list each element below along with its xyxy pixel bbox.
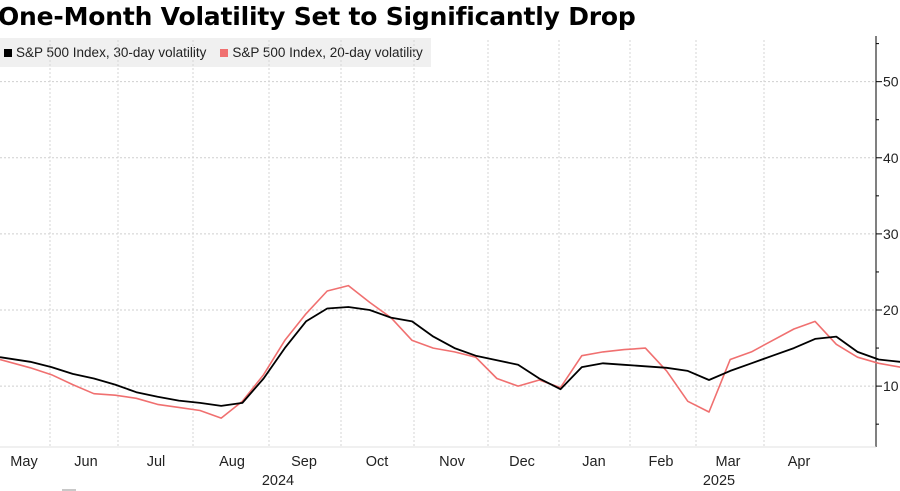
x-tick-label-jul: Jul <box>147 454 166 470</box>
series-line-20day <box>0 284 900 419</box>
chart-legend: S&P 500 Index, 30-day volatility S&P 500… <box>0 38 431 67</box>
x-tick-label-sep: Sep <box>291 454 317 470</box>
x-tick-label-aug: Aug <box>219 454 245 470</box>
y-tick-label-30: 30 <box>883 226 899 242</box>
y-tick-label-20: 20 <box>883 302 899 318</box>
x-tick-label-jan: Jan <box>582 454 605 470</box>
year-label-2024: 2024 <box>262 473 294 489</box>
legend-label-20day: S&P 500 Index, 20-day volatility <box>232 45 423 60</box>
y-tick-label-10: 10 <box>883 378 899 394</box>
legend-item-30day: S&P 500 Index, 30-day volatility <box>4 45 206 60</box>
series-line-30day <box>0 306 900 407</box>
legend-swatch-20day <box>220 48 229 57</box>
y-tick-label-40: 40 <box>883 150 899 166</box>
legend-label-30day: S&P 500 Index, 30-day volatility <box>16 45 207 60</box>
footer-mark <box>62 489 76 491</box>
legend-item-20day: S&P 500 Index, 20-day volatility <box>220 45 423 60</box>
x-tick-label-apr: Apr <box>788 454 811 470</box>
year-label-2025: 2025 <box>703 473 735 489</box>
x-tick-label-oct: Oct <box>366 454 389 470</box>
x-tick-label-nov: Nov <box>439 454 466 470</box>
x-tick-label-dec: Dec <box>509 454 535 470</box>
legend-swatch-30day <box>4 48 12 57</box>
y-tick-label-50: 50 <box>883 74 899 90</box>
x-tick-label-jun: Jun <box>74 454 97 470</box>
x-tick-label-may: May <box>10 454 38 470</box>
x-tick-label-mar: Mar <box>716 454 741 470</box>
x-tick-label-feb: Feb <box>649 454 674 470</box>
page-title: One-Month Volatility Set to Significantl… <box>0 2 636 31</box>
